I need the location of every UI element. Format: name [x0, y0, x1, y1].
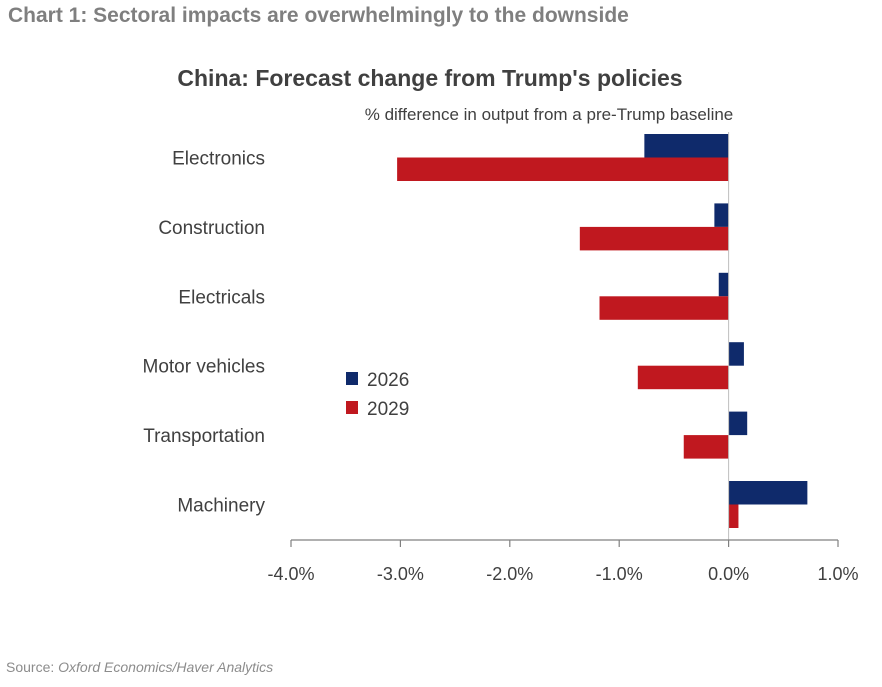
category-label: Transportation — [143, 426, 265, 447]
x-tick-label: -3.0% — [377, 564, 424, 584]
source-note: Source: Oxford Economics/Haver Analytics — [6, 659, 273, 675]
bar-2029-machinery — [728, 504, 739, 528]
bar-2026-construction — [714, 203, 729, 227]
chart-title: China: Forecast change from Trump's poli… — [177, 65, 682, 91]
x-tick-label: -2.0% — [486, 564, 533, 584]
legend: 2026 2029 — [346, 370, 409, 420]
x-axis: -4.0% -3.0% -2.0% -1.0% 0.0% 1.0% — [267, 539, 859, 584]
category-labels: Electronics Construction Electricals Motor … — [143, 149, 266, 517]
legend-label-2029: 2029 — [367, 399, 409, 420]
category-label: Machinery — [177, 496, 265, 517]
x-tick-label: 1.0% — [817, 564, 858, 584]
bar-2029-electronics — [397, 157, 729, 181]
bar-2026-electronics — [644, 134, 729, 158]
bar-2026-motor-vehicles — [728, 342, 744, 366]
bar-2026-electricals — [718, 272, 729, 297]
chart-heading: Chart 1: Sectoral impacts are overwhelmi… — [8, 4, 629, 27]
legend-swatch-2026 — [346, 372, 358, 385]
bar-2026-transportation — [728, 411, 748, 436]
bar-2029-electricals — [599, 296, 729, 320]
category-label: Construction — [158, 218, 265, 239]
chart-subtitle: % difference in output from a pre-Trump … — [365, 105, 734, 124]
bar-2026-machinery — [728, 481, 808, 505]
bar-2029-motor-vehicles — [637, 365, 729, 390]
source-text: Oxford Economics/Haver Analytics — [58, 659, 274, 675]
x-tick-label: -1.0% — [596, 564, 643, 584]
category-label: Motor vehicles — [143, 357, 266, 378]
legend-swatch-2029 — [346, 401, 358, 414]
source-label: Source: — [6, 659, 55, 675]
x-tick-label: 0.0% — [708, 564, 749, 584]
bars — [397, 134, 808, 528]
category-label: Electricals — [178, 287, 265, 308]
category-label: Electronics — [172, 149, 265, 170]
bar-2029-construction — [579, 226, 729, 251]
bar-2029-transportation — [683, 435, 729, 459]
legend-label-2026: 2026 — [367, 370, 409, 391]
x-tick-label: -4.0% — [267, 564, 314, 584]
